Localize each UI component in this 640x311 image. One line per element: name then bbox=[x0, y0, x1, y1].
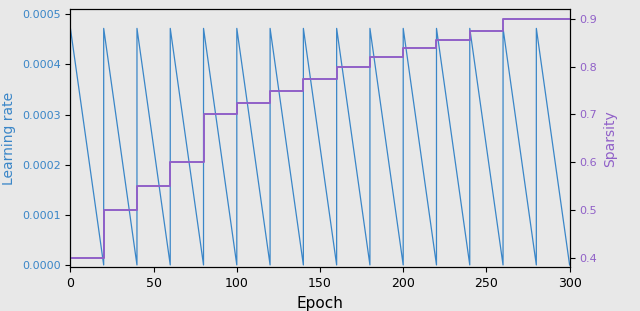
X-axis label: Epoch: Epoch bbox=[296, 296, 344, 311]
Y-axis label: Learning rate: Learning rate bbox=[3, 92, 17, 185]
Y-axis label: Sparsity: Sparsity bbox=[603, 110, 616, 167]
